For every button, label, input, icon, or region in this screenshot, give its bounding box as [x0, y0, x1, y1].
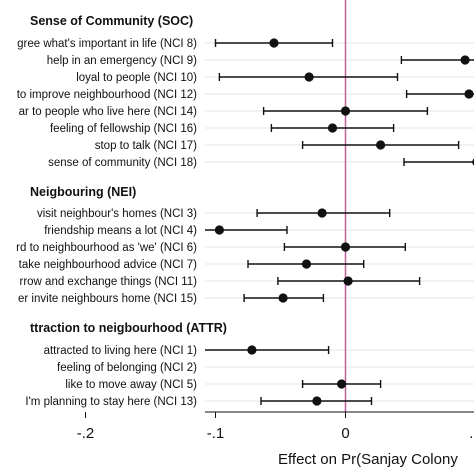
- x-axis-label: Effect on Pr(Sanjay Colony: [278, 451, 458, 468]
- x-tick-label: .1: [469, 425, 474, 442]
- row-label: attracted to living here (NCI 1): [44, 345, 198, 357]
- x-axis-ticks: -.2-.10.1.2: [77, 412, 474, 442]
- row-label: sense of community (NCI 18): [48, 157, 197, 169]
- row-label: feeling of fellowship (NCI 16): [50, 123, 197, 135]
- row-label: I'm planning to stay here (NCI 13): [25, 396, 197, 408]
- row-label: take neighbourhood advice (NCI 7): [19, 259, 198, 271]
- point-estimate: [269, 38, 279, 48]
- x-tick-label: 0: [341, 425, 349, 442]
- row-label: loyal to people (NCI 10): [76, 72, 197, 84]
- row-label: ar to people who live here (NCI 14): [19, 106, 198, 118]
- point-estimate: [301, 259, 312, 269]
- point-estimate: [337, 379, 347, 389]
- point-estimate: [304, 72, 314, 82]
- point-estimate: [340, 242, 351, 252]
- row-label: er invite neighbours home (NCI 15): [18, 293, 197, 305]
- point-estimate: [460, 55, 470, 65]
- point-estimate: [464, 89, 474, 99]
- row-label: gree what's important in life (NCI 8): [17, 38, 197, 50]
- row-label: friendship means a lot (NCI 4): [44, 225, 197, 237]
- row-label: visit neighbour's homes (NCI 3): [37, 208, 197, 220]
- group-title: ttraction to neigbourhood (ATTR): [30, 321, 227, 335]
- group-titles: Sense of Community (SOC) Neigbouring (NEI…: [30, 14, 227, 335]
- point-estimate: [327, 123, 338, 133]
- point-estimate: [343, 276, 353, 286]
- group-title: Neigbouring (NEI): [30, 185, 136, 199]
- row-label: feeling of belonging (NCI 2): [57, 362, 197, 374]
- group-title: Sense of Community (SOC): [30, 14, 193, 28]
- row-label: rrow and exchange things (NCI 11): [20, 276, 198, 288]
- grid-lines: [205, 42, 474, 402]
- row-label: to improve neighbourhood (NCI 12): [17, 89, 197, 101]
- point-estimates: [214, 38, 474, 406]
- row-label: like to move away (NCI 5): [65, 379, 197, 391]
- point-estimate: [278, 293, 288, 303]
- point-estimate: [247, 345, 257, 355]
- row-label: stop to talk (NCI 17): [95, 140, 197, 152]
- point-estimate: [340, 106, 351, 116]
- point-estimate: [376, 140, 386, 150]
- row-label: rd to neighbourhood as 'we' (NCI 6): [16, 242, 197, 254]
- point-estimate: [317, 208, 327, 218]
- point-estimate: [312, 396, 322, 406]
- point-estimate: [214, 225, 224, 235]
- row-label: help in an emergency (NCI 9): [47, 55, 197, 67]
- x-tick-label: -.2: [77, 425, 95, 442]
- x-tick-label: -.1: [207, 425, 225, 442]
- row-labels: gree what's important in life (NCI 8) hel…: [16, 38, 197, 408]
